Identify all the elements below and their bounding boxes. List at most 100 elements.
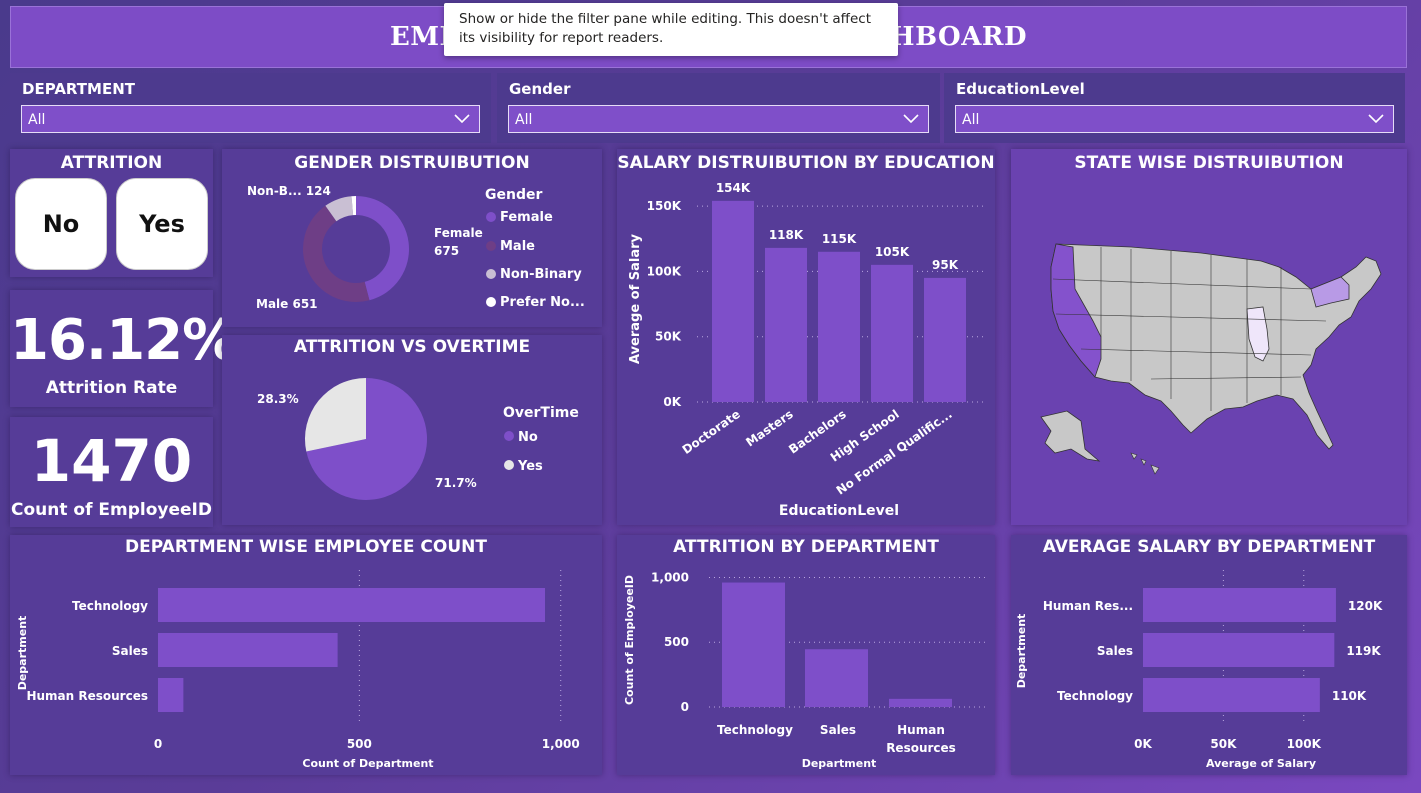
edu-ytick: 50K: [655, 330, 682, 344]
state-borders: [1052, 247, 1327, 411]
salary-dept-category: Human Res...: [1043, 599, 1133, 613]
salary-dept-bar[interactable]: [1143, 633, 1335, 667]
chevron-down-icon: [1368, 114, 1384, 124]
legend-dot-male: [486, 241, 496, 251]
salary-dept-title: AVERAGE SALARY BY DEPARTMENT: [1042, 537, 1376, 557]
salary-dept-xtick: 0K: [1134, 737, 1152, 751]
slice-male[interactable]: [303, 205, 370, 302]
attrition-dept-bar[interactable]: [805, 649, 868, 707]
gender-dropdown[interactable]: All: [508, 105, 929, 133]
hawaii-shape: [1130, 452, 1160, 475]
dept-count-card: DEPARTMENT WISE EMPLOYEE COUNT 0 500 1,000…: [10, 535, 602, 775]
dept-count-category: Technology: [72, 599, 148, 613]
slice-female[interactable]: [356, 196, 410, 301]
slice-prefer-not[interactable]: [351, 196, 356, 216]
attrition-title: ATTRITION: [60, 153, 163, 173]
dept-count-xtick: 500: [347, 737, 372, 751]
attrition-dept-ylabel: Count of EmployeeID: [623, 575, 636, 705]
gender-distribution-card: GENDER DISTRUIBUTION Non-B... 124 Female…: [222, 149, 602, 327]
overtime-pie-chart: 28.3% 71.7% OverTime No Yes: [257, 378, 579, 500]
edu-ytick: 100K: [647, 264, 682, 278]
legend-dot-nonbinary: [486, 269, 496, 279]
attrition-dept-category: Technology: [717, 723, 793, 737]
education-slicer[interactable]: EducationLevel All: [944, 73, 1405, 143]
attrition-dept-bar[interactable]: [889, 698, 952, 707]
state-map-title: STATE WISE DISTRUIBUTION: [1074, 153, 1344, 173]
california-shape: [1050, 243, 1102, 378]
salary-dept-xtick: 50K: [1210, 737, 1237, 751]
legend-male[interactable]: Male: [500, 239, 535, 254]
slice-overtime-no[interactable]: [306, 378, 427, 500]
filter-pane-tooltip: Show or hide the filter pane while editi…: [444, 3, 898, 56]
education-slicer-label: EducationLevel: [956, 80, 1085, 98]
edu-bar[interactable]: [765, 247, 807, 402]
dept-count-bar[interactable]: [158, 588, 546, 622]
legend-female[interactable]: Female: [500, 210, 553, 225]
edu-category-label: Doctorate: [680, 407, 743, 457]
dept-count-category: Sales: [112, 644, 148, 658]
dept-count-xtick: 1,000: [542, 737, 580, 751]
state-map-card: STATE WISE DISTRUIBUTION: [1011, 149, 1407, 525]
illinois-shape: [1246, 306, 1270, 362]
edu-chart-title: SALARY DISTRUIBUTION BY EDUCATION: [617, 153, 995, 173]
department-slicer[interactable]: DEPARTMENT All: [10, 73, 491, 143]
dept-count-title: DEPARTMENT WISE EMPLOYEE COUNT: [125, 537, 487, 557]
salary-dept-bar[interactable]: [1143, 678, 1320, 712]
dept-count-ylabel: Department: [16, 616, 29, 691]
new-york-shape: [1310, 276, 1350, 308]
edu-bar-label: 115K: [822, 232, 857, 246]
slice-overtime-yes[interactable]: [305, 378, 366, 452]
department-dropdown[interactable]: All: [21, 105, 480, 133]
slice-nonbinary[interactable]: [325, 196, 354, 222]
attrition-dept-ytick: 500: [664, 635, 689, 649]
edu-bar-label: 118K: [769, 228, 804, 242]
salary-dept-ylabel: Department: [1015, 614, 1028, 689]
education-dropdown[interactable]: All: [955, 105, 1394, 133]
attrition-dept-xlabel: Department: [802, 757, 877, 770]
chevron-down-icon: [454, 114, 470, 124]
attrition-dept-bar[interactable]: [722, 582, 785, 707]
edu-ylabel: Average of Salary: [628, 233, 643, 364]
gender-slicer[interactable]: Gender All: [497, 73, 940, 143]
attrition-no-button[interactable]: No: [15, 178, 107, 270]
edu-bar[interactable]: [871, 264, 913, 402]
legend-ot-yes[interactable]: Yes: [517, 459, 543, 474]
edu-xlabel: EducationLevel: [779, 503, 899, 519]
gender-donut-chart: Non-B... 124 Female 675 Male 651 Gender …: [247, 184, 585, 311]
salary-dept-category: Sales: [1097, 644, 1133, 658]
dept-count-bar[interactable]: [158, 633, 338, 667]
legend-dot-prefer: [486, 297, 496, 307]
legend-ot-no[interactable]: No: [518, 430, 538, 445]
legend-dot-female: [486, 212, 496, 222]
edu-bar[interactable]: [818, 251, 860, 402]
chevron-down-icon: [903, 114, 919, 124]
label-overtime-no: 71.7%: [435, 476, 477, 490]
salary-dept-xtick: 100K: [1287, 737, 1322, 751]
edu-bar-chart: 0K50K100K150K154KDoctorate118KMasters115…: [628, 181, 987, 519]
salary-dept-bar-label: 110K: [1332, 689, 1367, 703]
gender-slicer-label: Gender: [509, 80, 571, 98]
alaska-shape: [1040, 410, 1101, 462]
education-dropdown-value: All: [962, 112, 980, 128]
label-nonbinary: Non-B... 124: [247, 184, 331, 198]
overtime-card: ATTRITION VS OVERTIME 28.3% 71.7% OverTi…: [222, 335, 602, 525]
salary-dept-bar[interactable]: [1143, 588, 1336, 622]
attrition-yes-button[interactable]: Yes: [116, 178, 208, 270]
dept-count-bar[interactable]: [158, 678, 184, 712]
label-female-value: 675: [434, 244, 459, 258]
attrition-dept-ytick: 0: [681, 700, 689, 714]
edu-bar[interactable]: [924, 277, 966, 402]
salary-dept-xlabel: Average of Salary: [1206, 757, 1316, 770]
legend-prefer[interactable]: Prefer No...: [500, 295, 585, 310]
overtime-legend-title: OverTime: [503, 405, 579, 421]
us-state-map[interactable]: [1011, 149, 1407, 525]
attrition-dept-ytick: 1,000: [651, 570, 689, 584]
attrition-dept-title: ATTRITION BY DEPARTMENT: [673, 537, 939, 557]
department-slicer-label: DEPARTMENT: [22, 80, 135, 98]
salary-education-card: SALARY DISTRUIBUTION BY EDUCATION 0K 50K 1…: [617, 149, 995, 525]
edu-bar[interactable]: [712, 200, 754, 402]
overtime-chart-title: ATTRITION VS OVERTIME: [293, 337, 531, 357]
label-male: Male 651: [256, 297, 318, 311]
legend-nonbinary[interactable]: Non-Binary: [500, 267, 582, 282]
